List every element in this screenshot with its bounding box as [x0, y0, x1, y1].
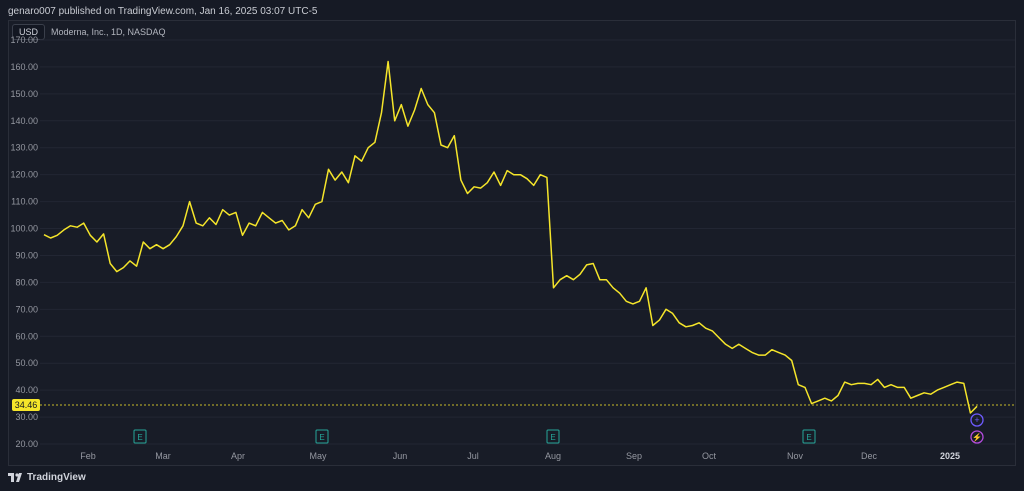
y-tick-label: 80.00	[15, 277, 38, 287]
y-tick-label: 120.00	[10, 170, 38, 180]
y-tick-label: 60.00	[15, 331, 38, 341]
x-tick-label: Apr	[231, 451, 245, 461]
x-tick-label: Feb	[80, 451, 96, 461]
y-tick-label: 150.00	[10, 89, 38, 99]
x-tick-label: May	[309, 451, 327, 461]
x-tick-label: Dec	[861, 451, 878, 461]
x-tick-label: 2025	[940, 451, 960, 461]
earnings-marker-box	[802, 429, 816, 444]
symbol-title: Moderna, Inc., 1D, NASDAQ	[51, 27, 166, 37]
earnings-marker[interactable]: E	[133, 429, 147, 444]
published-caption: genaro007 published on TradingView.com, …	[8, 6, 318, 17]
currency-badge[interactable]: USD	[12, 24, 46, 40]
earnings-marker-box	[546, 429, 560, 444]
y-tick-label: 130.00	[10, 143, 38, 153]
x-tick-label: Mar	[155, 451, 171, 461]
y-tick-label: 40.00	[15, 385, 38, 395]
y-tick-label: 110.00	[11, 197, 38, 207]
earnings-marker-box	[133, 429, 147, 444]
y-tick-label: 160.00	[10, 62, 38, 72]
grid	[40, 39, 1015, 445]
earnings-marker[interactable]: E	[546, 429, 560, 444]
y-axis: 20.00 30.00 40.00 50.00 60.00 70.00 80.00 90.00…	[10, 35, 38, 449]
tradingview-logo-icon	[8, 473, 22, 482]
earnings-marker-box	[315, 429, 329, 444]
last-price-label: 34.46	[15, 400, 38, 410]
y-tick-label: 20.00	[15, 439, 38, 449]
x-tick-label: Jul	[467, 451, 479, 461]
lightning-icon: ⚡	[972, 432, 982, 442]
earnings-marker[interactable]: E	[802, 429, 816, 444]
add-alert-icon[interactable]	[970, 413, 984, 427]
y-tick-label: 140.00	[10, 116, 38, 126]
y-tick-label: 90.00	[15, 250, 38, 260]
earnings-marker-label: E	[550, 433, 555, 442]
y-tick-label: 100.00	[10, 224, 38, 234]
earnings-marker-label: E	[806, 433, 811, 442]
plus-icon: +	[974, 415, 979, 425]
action-icons[interactable]: + ⚡	[970, 413, 984, 444]
x-axis: Feb Mar Apr May Jun Jul Aug Sep Oct Nov Dec 2025	[80, 451, 960, 461]
x-tick-label: Aug	[545, 451, 561, 461]
flash-icon[interactable]	[970, 430, 984, 444]
x-tick-label: Jun	[393, 451, 408, 461]
y-tick-label: 30.00	[15, 412, 38, 422]
brand-label: TradingView	[27, 472, 86, 483]
x-tick-label: Oct	[702, 451, 717, 461]
x-tick-label: Sep	[626, 451, 642, 461]
x-tick-label: Nov	[787, 451, 804, 461]
y-tick-label: 170.00	[10, 35, 38, 45]
last-price-tag: 34.46	[12, 399, 40, 412]
y-tick-label: 50.00	[15, 358, 38, 368]
earnings-marker[interactable]: E	[315, 429, 329, 444]
earnings-marker-label: E	[137, 433, 142, 442]
footer: TradingView	[8, 472, 86, 483]
y-tick-label: 70.00	[15, 304, 38, 314]
earnings-marker-label: E	[319, 433, 324, 442]
price-line[interactable]	[43, 60, 978, 414]
